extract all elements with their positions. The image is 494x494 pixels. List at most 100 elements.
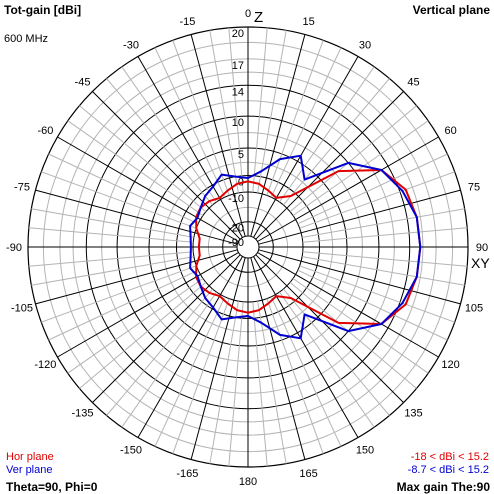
angle-label: 15 [302,16,314,28]
grid-spoke [31,208,194,238]
grid-spoke [92,254,241,403]
radial-tick-label: 17 [232,60,244,72]
grid-spoke [270,47,342,198]
grid-spoke [154,296,226,447]
radial-tick-label: -10 [228,193,244,205]
ver-plane-trace [189,154,422,340]
grid-spoke [266,298,324,454]
grid-spoke [137,256,243,438]
grid-spoke [67,278,204,374]
grid-spoke [28,251,194,267]
polar-grid [27,26,469,468]
grid-spoke [28,227,194,243]
radial-tick-label: 14 [232,86,244,98]
frequency-label: 600 MHz [4,33,49,45]
grid-spoke [250,34,306,237]
grid-spoke [41,265,197,323]
xy-axis-label: XY [471,255,490,271]
grid-spoke [172,298,230,454]
grid-spoke [257,252,439,358]
grid-spoke [292,278,429,374]
plane-title: Vertical plane [412,3,490,17]
grid-spoke [252,301,268,467]
grid-spoke [79,105,207,212]
gain-unit-title: Tot-gain [dBi] [4,3,82,17]
grid-spoke [302,208,465,238]
grid-spoke [302,256,465,286]
legend-ver-plane: Ver plane [6,464,53,476]
radial-tick-label: -20 [228,223,244,235]
grid-spoke [79,282,207,389]
angle-label: -75 [14,181,30,193]
grid-spoke [209,301,239,464]
grid-spoke [253,256,359,438]
radial-tick-label: -90 [228,237,244,249]
grid-spoke [299,171,455,229]
angle-label: -105 [11,303,33,315]
grid-spoke [292,120,429,216]
max-gain-readout: Max gain The:90 [396,480,490,494]
grid-spoke [172,40,230,196]
angle-label: 135 [404,408,422,420]
grid-spoke [57,252,239,358]
ver-gain-range: -8.7 < dBi < 15.2 [407,464,489,476]
grid-spoke [270,296,342,447]
angle-label: -120 [34,359,56,371]
grid-spoke [48,153,199,225]
grid-spoke [121,66,217,203]
z-axis-label: Z [254,9,263,26]
grid-spoke [252,27,268,193]
grid-spoke [228,27,244,193]
grid-spoke [297,269,448,341]
angle-label: -165 [176,468,198,480]
grid-spoke [257,30,287,193]
angle-label: 150 [356,445,374,457]
angle-label: -30 [123,39,139,51]
grid-spoke [35,249,238,305]
grid-spoke [299,265,455,323]
grid-spoke [257,136,439,242]
grid-spoke [106,288,213,416]
angle-label: -150 [120,445,142,457]
angle-label: -90 [6,242,22,254]
angle-labels: 0153045607590105120135150165180-165-150-… [6,8,488,488]
grid-spoke [154,47,226,198]
angle-label: 30 [359,39,371,51]
grid-spoke [266,40,324,196]
grid-spoke [258,249,461,305]
grid-spoke [137,56,243,238]
grid-spoke [48,269,199,341]
hor-gain-range: -18 < dBi < 15.2 [410,451,489,463]
angle-label: 60 [444,125,456,137]
angle-label: 120 [441,359,459,371]
grid-spoke [250,257,306,460]
grid-spoke [297,153,448,225]
angle-label: 165 [299,468,317,480]
angle-label: -135 [71,408,93,420]
grid-spoke [283,288,390,416]
angle-label: -45 [75,77,91,89]
radial-tick-label: 5 [238,149,244,161]
grid-spoke [253,56,359,238]
angle-label: 105 [465,303,483,315]
grid-spoke [289,105,417,212]
angle-label: 90 [476,242,488,254]
pattern-traces [189,154,422,340]
grid-spoke [190,257,246,460]
grid-spoke [302,227,468,243]
grid-spoke [302,251,468,267]
grid-spoke [257,301,287,464]
grid-spoke [41,171,197,229]
grid-spoke [92,91,241,240]
angle-label: -60 [37,125,53,137]
legend-hor-plane: Hor plane [6,451,54,463]
angle-label: -15 [179,16,195,28]
grid-spoke [209,30,239,193]
grid-spoke [279,66,375,203]
angle-label: 0 [245,8,251,20]
grid-spoke [67,120,204,216]
grid-spoke [190,34,246,237]
grid-spoke [35,189,238,245]
grid-spoke [121,291,217,428]
